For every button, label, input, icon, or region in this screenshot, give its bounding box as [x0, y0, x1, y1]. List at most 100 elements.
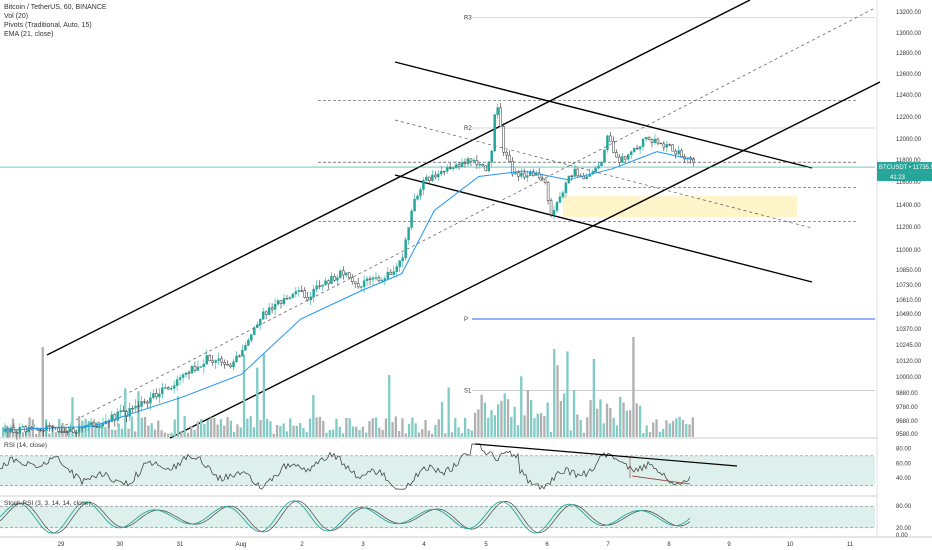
volume-bar	[444, 433, 447, 437]
volume-bar	[526, 390, 529, 437]
stoch-tick-label: 0.00	[896, 533, 908, 539]
candle-body	[692, 158, 695, 163]
candle-body	[398, 260, 401, 267]
candle-body	[454, 164, 458, 169]
candle-body	[220, 358, 223, 363]
candle-body	[359, 286, 363, 288]
stoch-title[interactable]: Stoch RSI (3, 3, 14, 14, close)	[4, 500, 91, 507]
candle-body	[187, 372, 191, 374]
volume-bar	[322, 420, 325, 437]
volume-bar	[157, 420, 160, 437]
candle-body	[603, 149, 606, 163]
price-tick-label: 9880.00	[896, 391, 918, 397]
candle-body	[98, 425, 102, 428]
volume-bar	[394, 416, 397, 437]
volume-bar	[308, 418, 312, 437]
candle-body	[460, 162, 464, 168]
candle-body	[416, 195, 419, 200]
candle-body	[241, 349, 244, 357]
candle-body	[546, 182, 550, 201]
volume-bar	[417, 432, 421, 437]
volume-bar	[602, 423, 605, 437]
candle-body	[339, 270, 342, 278]
candle-body	[273, 303, 277, 310]
volume-bar	[384, 418, 388, 437]
candle-body	[264, 311, 268, 315]
candle-body	[490, 150, 493, 163]
candle-body	[196, 366, 200, 371]
volume-bar	[569, 430, 572, 437]
rsi-title[interactable]: RSI (14, close)	[4, 442, 47, 449]
volume-bar	[510, 416, 513, 437]
candle-body	[475, 159, 479, 166]
volume-bar	[48, 433, 51, 437]
rsi-tick-label: 40.00	[896, 476, 912, 482]
candle-body	[288, 297, 292, 299]
legend-pivots[interactable]: Pivots (Traditional, Auto, 15)	[4, 22, 92, 29]
candle-body	[496, 107, 499, 115]
volume-bar	[262, 354, 265, 437]
candle-body	[511, 161, 514, 175]
candle-body	[356, 283, 360, 288]
candle-body	[668, 144, 672, 146]
candle-body	[635, 147, 639, 150]
candle-body	[211, 360, 214, 363]
volume-bar	[25, 427, 28, 437]
time-tick-label: 30	[117, 542, 124, 548]
chart-legend: Bitcoin / TetherUS, 60, BINANCE Vol (20)…	[4, 3, 107, 39]
price-tick-label: 10000.00	[896, 375, 922, 381]
time-tick-label: 10	[787, 542, 794, 548]
volume-bar	[457, 427, 460, 437]
candle-body	[86, 424, 90, 426]
candle-body	[315, 285, 318, 290]
legend-symbol[interactable]: Bitcoin / TetherUS, 60, BINANCE	[4, 4, 107, 11]
volume-bar	[348, 418, 351, 437]
candle-body	[238, 355, 241, 358]
candle-body	[457, 164, 461, 168]
price-tick-label: 11400.00	[896, 203, 921, 209]
candle-body	[653, 138, 657, 143]
volume-bar	[523, 415, 526, 437]
volume-bar	[94, 422, 97, 437]
volume-bar	[490, 409, 493, 437]
volume-bar	[219, 419, 223, 437]
volume-bar	[487, 418, 490, 437]
volume-bar	[652, 422, 655, 437]
candle-body	[353, 281, 357, 284]
legend-ema[interactable]: EMA (21, close)	[4, 31, 54, 38]
volume-bar	[117, 423, 120, 437]
volume-bar	[233, 431, 236, 437]
legend-volume[interactable]: Vol (20)	[4, 13, 29, 20]
volume-bar	[635, 403, 638, 437]
volume-bar	[242, 354, 246, 437]
volume-bar	[127, 428, 130, 437]
volume-bar	[592, 359, 595, 437]
volume-bar	[203, 423, 206, 437]
volume-bar	[150, 423, 153, 437]
volume-bar	[520, 376, 523, 437]
candle-body	[552, 210, 556, 215]
candle-body	[270, 307, 274, 310]
volume-bar	[61, 423, 64, 437]
volume-bar	[497, 404, 500, 437]
volume-bar	[209, 417, 213, 437]
volume-bar	[421, 429, 424, 437]
volume-bar	[612, 417, 615, 437]
candle-body	[77, 426, 81, 433]
candle-body	[543, 178, 547, 183]
volume-bar	[64, 426, 67, 437]
volume-bar	[249, 416, 252, 437]
candle-body	[72, 428, 75, 433]
volume-bar	[256, 367, 259, 437]
volume-bar	[539, 413, 543, 437]
stoch-k-line	[0, 500, 691, 534]
price-tick-label: 12200.00	[896, 115, 922, 121]
volume-bar	[196, 421, 199, 437]
volume-bar	[134, 431, 137, 437]
volume-bar	[160, 430, 163, 437]
volume-bar	[530, 400, 533, 437]
pivot-label-r2: R2	[464, 126, 472, 132]
volume-bar	[137, 391, 140, 437]
